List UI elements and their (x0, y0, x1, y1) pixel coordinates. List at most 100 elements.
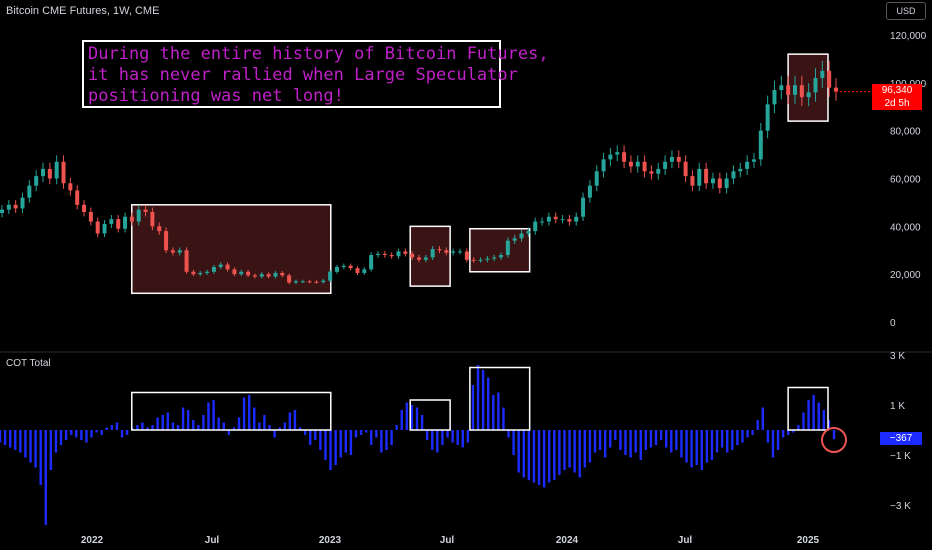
cot-bar (34, 430, 37, 468)
candle-body (321, 280, 326, 283)
candle-body (191, 271, 196, 275)
candle-body (622, 152, 627, 162)
candle-body (164, 231, 169, 251)
annotation-line-1: During the entire history of Bitcoin Fut… (88, 44, 549, 64)
cot-bar (476, 365, 480, 430)
cot-bar (293, 410, 297, 430)
cot-bar (644, 430, 648, 450)
candle-body (553, 216, 558, 220)
time-tick-label: Jul (205, 535, 220, 546)
cot-bar (298, 427, 302, 430)
candle-body (75, 190, 80, 205)
candle-body (690, 176, 695, 186)
cot-bar (588, 430, 592, 463)
cot-bar (288, 412, 292, 430)
time-tick-label: 2022 (81, 535, 104, 546)
candle-body (157, 226, 162, 232)
cot-bar (212, 400, 215, 430)
cot-bar (273, 430, 276, 438)
cot-highlight-box (131, 391, 332, 431)
cot-bar (415, 407, 419, 430)
cot-bar (29, 430, 32, 463)
candle-body (348, 265, 353, 269)
cot-bar (685, 430, 688, 463)
candle-body (109, 219, 114, 224)
cot-bar (532, 430, 536, 483)
cot-bar (832, 430, 836, 440)
candle-body (751, 159, 756, 162)
cot-bar (522, 430, 525, 478)
cot-pane-title: COT Total (6, 358, 51, 369)
candle-body (150, 211, 155, 227)
candle-body (232, 269, 237, 275)
cot-bar (115, 422, 119, 430)
candle-body (635, 161, 640, 167)
cot-bar (375, 430, 378, 438)
candle-body (806, 92, 811, 98)
candle-body (724, 178, 729, 189)
candle-body (143, 209, 148, 212)
candle-body (526, 231, 531, 234)
candle-body (328, 271, 333, 281)
cot-bar (695, 430, 698, 465)
cot-bar (125, 430, 129, 435)
cot-bar (634, 430, 637, 453)
candle-body (704, 168, 709, 184)
cot-bar (69, 430, 73, 435)
cot-bar (741, 430, 744, 443)
cot-bar (822, 410, 826, 430)
candle-body (485, 258, 490, 260)
cot-bar (166, 412, 170, 430)
candle-body (218, 264, 223, 267)
cot-bar (192, 420, 195, 430)
cot-bar (136, 425, 139, 430)
cot-bar (0, 430, 2, 443)
cot-bar (461, 430, 464, 448)
cot-bar (278, 427, 281, 430)
candle-body (458, 251, 463, 253)
cot-bar (263, 415, 266, 430)
cot-bar (385, 430, 388, 450)
cot-bar (619, 430, 622, 450)
cot-bar (207, 402, 210, 430)
cot-bar (563, 430, 566, 470)
price-tick-label: 80,000 (890, 127, 921, 138)
candle-body (102, 223, 107, 234)
candle-body (68, 183, 73, 191)
cot-highlight-boxes (131, 366, 829, 431)
candle-body (834, 87, 838, 92)
cot-bar (471, 385, 475, 430)
cot-bar (217, 417, 220, 430)
cot-bar (502, 407, 505, 430)
cot-bar (176, 425, 180, 430)
candle-body (533, 221, 538, 232)
candle-body (615, 152, 620, 155)
candle-body (246, 271, 251, 276)
candle-body (177, 250, 182, 253)
candle-body (334, 266, 339, 272)
candle-body (239, 271, 244, 275)
candle-body (129, 216, 134, 222)
currency-selector[interactable]: USD (886, 2, 926, 20)
cot-bar (64, 430, 68, 440)
cot-bar (481, 370, 485, 430)
cot-bar (497, 392, 500, 430)
cot-bar (314, 430, 317, 440)
candle-body (273, 272, 278, 277)
cot-bar (731, 430, 734, 450)
price-tick-label: 60,000 (890, 175, 921, 186)
candle-body (574, 216, 579, 222)
candle-body (471, 259, 476, 261)
cot-bar (486, 377, 490, 430)
annotation-box: During the entire history of Bitcoin Fut… (82, 40, 549, 108)
candle-body (116, 219, 121, 229)
candle-body (54, 161, 59, 179)
candle-body (403, 251, 408, 254)
time-tick-label: 2024 (556, 535, 579, 546)
cot-bar (370, 430, 373, 445)
cot-bar (542, 430, 546, 488)
candle-body (437, 249, 442, 251)
candle-body (375, 253, 380, 256)
candle-body (280, 272, 285, 276)
candle-body (505, 240, 510, 256)
